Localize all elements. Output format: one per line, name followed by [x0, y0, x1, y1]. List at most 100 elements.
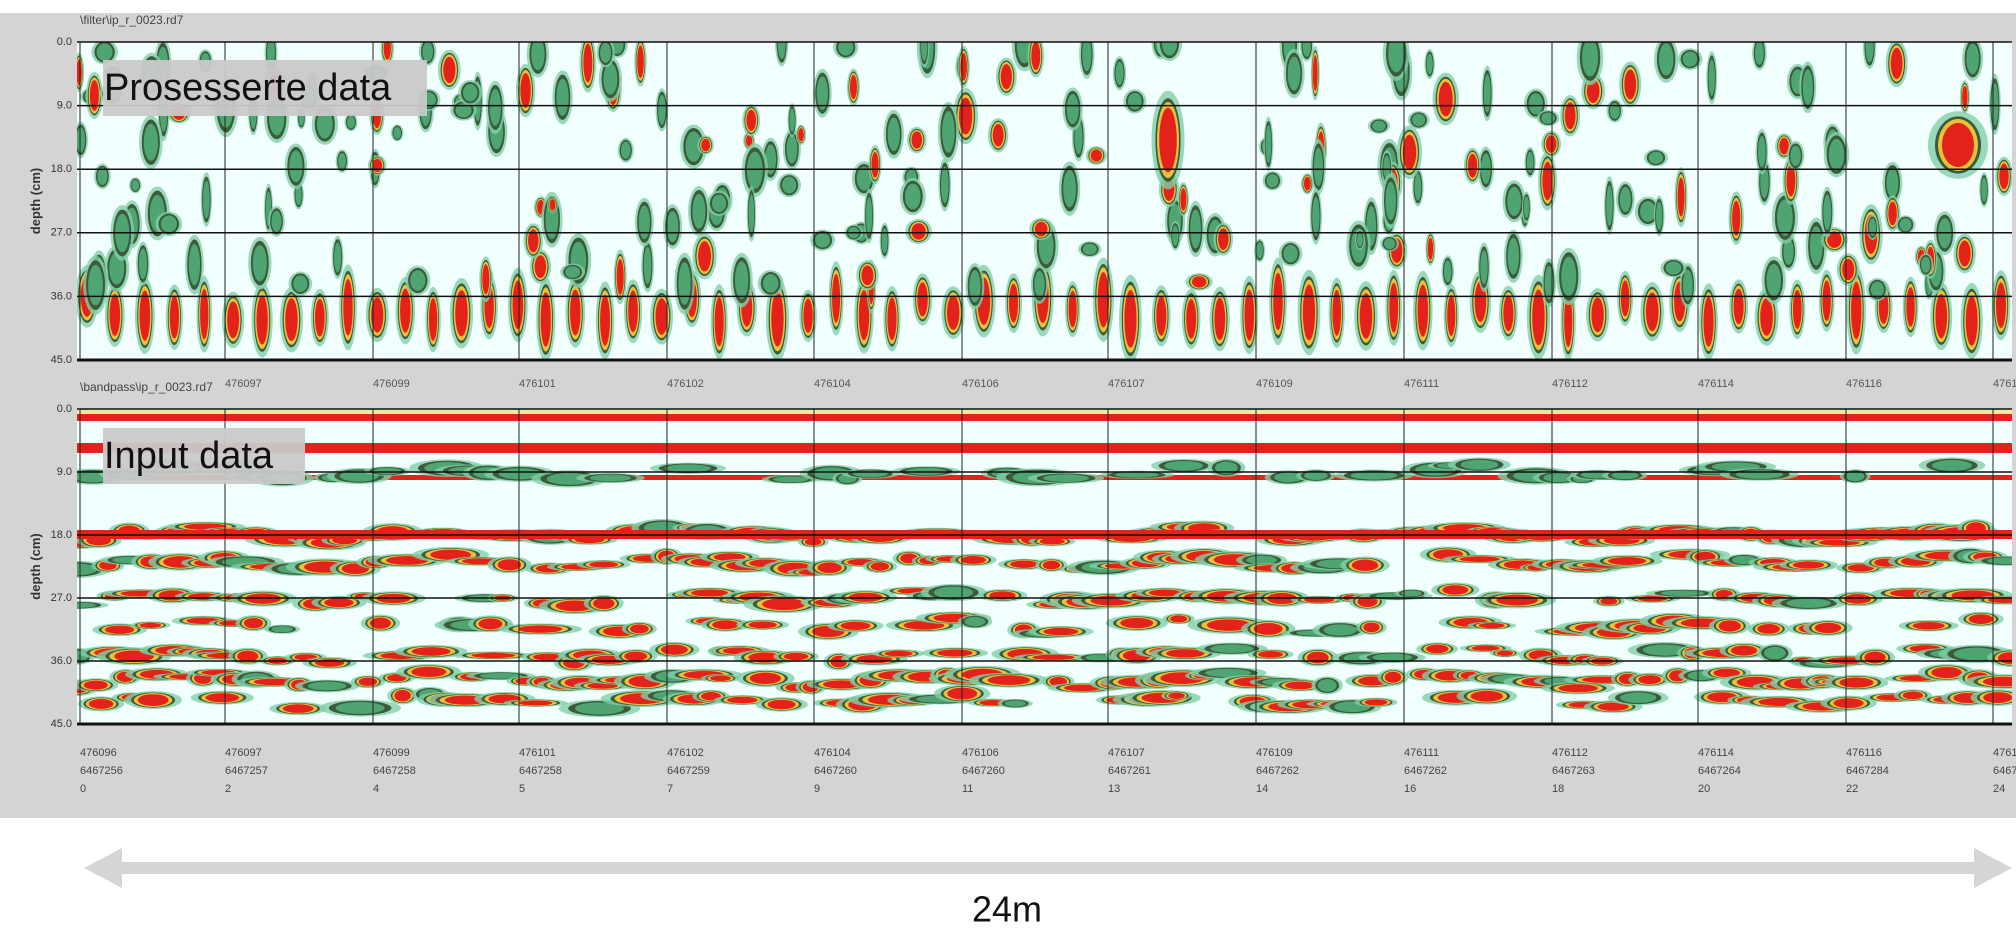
signal-core: [140, 290, 151, 340]
distance-label: 18: [1552, 783, 1564, 795]
signal-core: [1168, 693, 1184, 699]
signal-core: [624, 652, 647, 661]
signal-mid: [658, 95, 666, 125]
signal-mid: [1758, 136, 1766, 167]
signal-core: [1032, 655, 1074, 660]
signal-core: [1403, 135, 1416, 170]
signal-core: [656, 298, 668, 335]
signal-mid: [1582, 38, 1598, 76]
signal-mid: [1606, 185, 1613, 226]
signal-mid: [1620, 187, 1631, 212]
signal-core: [1496, 595, 1538, 606]
signal-core: [1734, 289, 1744, 324]
distance-label: 20: [1698, 783, 1710, 795]
easting-label: 476102: [667, 378, 704, 390]
signal-core: [1040, 538, 1065, 544]
signal-mid: [1412, 114, 1425, 126]
signal-core: [912, 131, 922, 148]
signal-core: [1646, 293, 1659, 332]
signal-mid: [1005, 700, 1026, 706]
signal-core: [805, 538, 822, 545]
signal-mid: [1372, 121, 1385, 132]
signal-mid: [1541, 113, 1555, 124]
signal-mid: [1083, 244, 1097, 255]
depth-tick-label: 36.0: [51, 655, 72, 667]
depth-tick-label: 18.0: [51, 529, 72, 541]
signal-core: [550, 199, 556, 210]
easting-label: 476104: [814, 747, 851, 759]
signal-core: [1285, 681, 1314, 689]
signal-core: [315, 659, 344, 667]
signal-core: [1273, 273, 1282, 330]
signal-mid: [1164, 461, 1203, 471]
file-name: \bandpass\ip_r_0023.rd7: [80, 380, 213, 394]
signal-mid: [1067, 94, 1079, 124]
signal-mid: [132, 180, 140, 191]
signal-core: [1931, 667, 1961, 678]
signal-core: [1935, 294, 1947, 338]
signal-mid: [1767, 264, 1781, 297]
signal-core: [1043, 628, 1078, 635]
signal-core: [583, 43, 592, 82]
signal-core: [1624, 69, 1636, 99]
signal-core: [1834, 698, 1864, 708]
signal-core: [1844, 594, 1871, 604]
signal-mid: [942, 111, 955, 153]
signal-core: [1471, 691, 1503, 702]
signal-core: [394, 690, 410, 701]
signal-core: [1156, 296, 1166, 336]
signal-core: [170, 296, 179, 339]
easting-label: 476107: [1108, 747, 1145, 759]
depth-tick-label: 18.0: [51, 163, 72, 175]
signal-core: [1170, 615, 1187, 622]
easting-label: 476097: [225, 747, 262, 759]
signal-core: [661, 645, 688, 655]
signal-core: [1214, 298, 1225, 340]
signal-mid: [1659, 43, 1673, 75]
northing-label: 6467257: [225, 765, 268, 777]
signal-mid: [678, 262, 690, 305]
easting-label: 476101: [519, 747, 556, 759]
depth-tick-label: 45.0: [51, 354, 72, 366]
signal-mid: [905, 184, 921, 210]
overlay-label-text: Prosesserte data: [104, 67, 392, 109]
signal-core: [1035, 222, 1048, 237]
signal-mid: [289, 150, 302, 182]
signal-core: [771, 291, 783, 346]
signal-core: [1418, 285, 1428, 337]
signal-core: [1120, 618, 1153, 628]
distance-label: 11: [962, 783, 973, 795]
signal-core: [1822, 280, 1830, 320]
signal-core: [1969, 614, 1993, 624]
signal-core: [832, 274, 840, 323]
signal-core: [784, 653, 808, 660]
signal-mid: [1480, 250, 1487, 284]
signal-mid: [747, 152, 763, 189]
signal-mid: [665, 464, 711, 472]
scale-arrow: [84, 848, 2012, 888]
signal-core: [885, 651, 913, 657]
signal-core: [237, 651, 258, 662]
signal-core: [411, 667, 446, 677]
signal-mid: [941, 167, 949, 204]
signal-mid: [1461, 460, 1499, 470]
signal-core: [1428, 238, 1433, 260]
signal-core: [746, 110, 756, 131]
distance-label: 16: [1404, 783, 1416, 795]
signal-core: [1962, 86, 1967, 108]
signal-core: [1942, 123, 1974, 167]
signal-core: [1732, 201, 1740, 236]
signal-mid: [1283, 245, 1297, 263]
distance-label: 13: [1108, 783, 1120, 795]
overlay-label: Prosesserte data: [103, 60, 427, 116]
signal-core: [518, 625, 562, 632]
signal-core: [630, 624, 649, 633]
signal-core: [1532, 290, 1544, 346]
easting-label: 476116: [1846, 378, 1882, 390]
signal-mid: [1314, 148, 1323, 187]
signal-mid: [866, 197, 872, 235]
signal-mid: [1871, 282, 1884, 298]
signal-core: [541, 292, 551, 347]
signal-core: [1966, 296, 1978, 346]
easting-label: 476111: [1404, 747, 1439, 759]
